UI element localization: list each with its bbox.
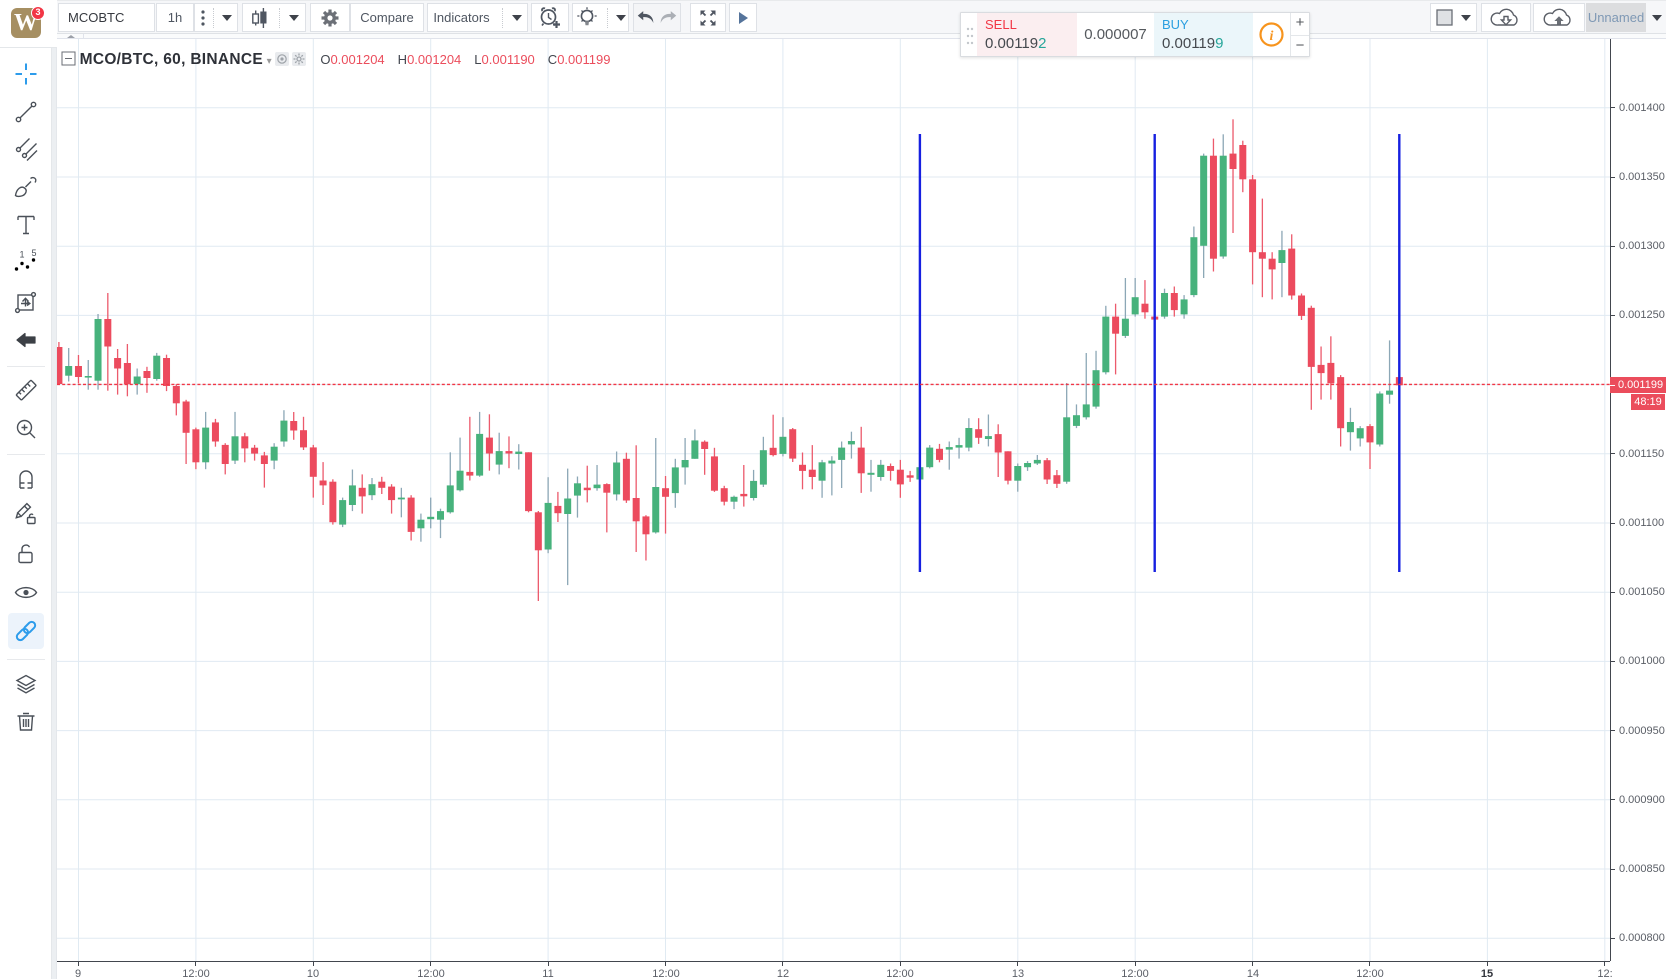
svg-text:5: 5 bbox=[32, 249, 37, 258]
svg-text:1: 1 bbox=[20, 250, 25, 260]
svg-text:i: i bbox=[1270, 29, 1274, 44]
